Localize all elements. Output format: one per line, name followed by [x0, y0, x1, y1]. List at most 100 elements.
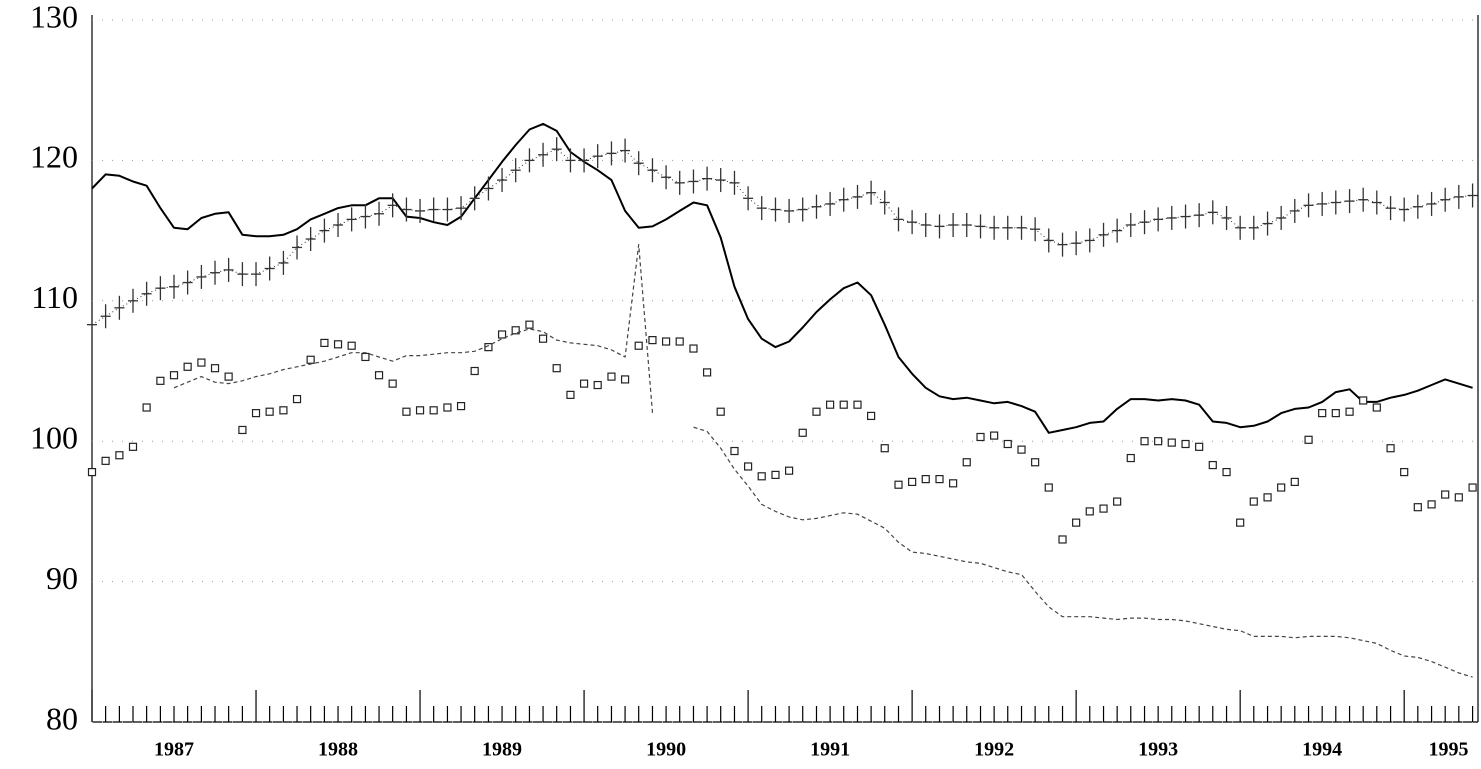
bar-marker: [1071, 231, 1082, 256]
bar-marker: [1358, 187, 1369, 212]
bar-marker: [825, 191, 836, 216]
square-marker: [251, 409, 261, 418]
square-marker: [238, 425, 247, 435]
bar-marker: [196, 264, 207, 289]
bar-marker: [155, 276, 166, 301]
x-tick-label: 1989: [482, 739, 522, 761]
series-line: [173, 244, 1473, 678]
square-marker: [197, 358, 206, 367]
square-marker: [224, 372, 233, 381]
square-marker: [1468, 483, 1477, 492]
square-marker: [826, 400, 835, 409]
square-marker: [648, 336, 657, 345]
bar-marker: [893, 207, 904, 232]
x-tick-label: 1991: [810, 739, 850, 761]
bar-marker: [620, 138, 631, 163]
square-marker: [279, 406, 288, 415]
square-marker: [1031, 458, 1040, 467]
bar-marker: [1166, 205, 1177, 230]
bar-marker: [1207, 200, 1218, 225]
square-marker: [661, 337, 671, 346]
square-marker: [949, 479, 958, 488]
bar-marker: [1330, 190, 1341, 215]
bar-marker: [879, 190, 890, 215]
square-marker: [429, 406, 438, 415]
bar-marker: [538, 142, 549, 167]
bar-marker: [100, 304, 111, 329]
square-marker: [87, 467, 97, 477]
square-marker: [456, 402, 466, 411]
square-marker: [1154, 437, 1163, 446]
bar-marker: [1453, 184, 1464, 209]
square-marker: [1113, 497, 1122, 506]
square-marker: [306, 355, 315, 364]
square-marker: [1222, 467, 1231, 477]
square-marker: [156, 376, 165, 385]
square-marker: [689, 344, 698, 353]
square-marker: [1454, 493, 1463, 502]
bar-marker: [1440, 187, 1451, 212]
square-marker: [1413, 503, 1422, 512]
square-marker: [675, 337, 684, 346]
square-marker: [1400, 467, 1409, 477]
square-marker: [921, 475, 930, 484]
square-marker: [210, 364, 220, 373]
square-marker: [1181, 439, 1190, 449]
bar-marker: [1139, 210, 1150, 235]
square-marker: [388, 379, 397, 388]
square-marker: [142, 403, 151, 412]
bar-marker: [811, 194, 822, 219]
bar-marker: [1317, 191, 1328, 216]
bar-marker: [182, 270, 193, 295]
x-tick-label: 1993: [1138, 739, 1178, 761]
bar-marker: [1016, 215, 1027, 240]
bar-marker: [647, 158, 658, 183]
square-marker: [470, 366, 479, 376]
bar-marker: [223, 257, 234, 282]
square-marker: [347, 341, 356, 350]
bar-marker: [141, 281, 152, 306]
bar-marker: [360, 204, 371, 229]
square-marker: [402, 407, 411, 416]
x-tick-label: 1988: [318, 739, 358, 761]
bar-marker: [169, 274, 180, 299]
square-marker: [1208, 460, 1217, 470]
square-marker: [1017, 445, 1026, 454]
x-tick-label: 1995: [1428, 739, 1468, 761]
square-marker: [935, 475, 944, 484]
square-marker: [1372, 403, 1381, 412]
square-marker: [361, 352, 370, 362]
bar-marker: [920, 212, 931, 237]
bar-marker: [702, 166, 713, 191]
square-marker: [1427, 500, 1436, 509]
y-tick-label: 110: [31, 279, 78, 315]
bar-marker: [866, 180, 877, 205]
square-marker: [497, 330, 507, 339]
square-marker: [128, 442, 138, 451]
square-marker: [990, 431, 999, 440]
bar-marker: [838, 187, 849, 212]
bar-marker: [1303, 193, 1314, 218]
bar-marker: [688, 169, 699, 194]
square-marker: [1277, 483, 1286, 492]
square-marker: [620, 375, 630, 384]
bar-marker: [989, 215, 1000, 240]
square-marker: [702, 368, 712, 377]
square-marker: [538, 334, 548, 343]
square-marker: [1236, 518, 1245, 527]
square-marker: [743, 462, 753, 471]
bar-marker: [1180, 204, 1191, 229]
bar-marker: [1112, 218, 1123, 243]
bar-marker: [1248, 215, 1259, 240]
bar-marker: [1194, 203, 1205, 228]
square-marker: [183, 362, 192, 371]
square-marker: [839, 400, 848, 409]
bar-marker: [1371, 190, 1382, 215]
square-marker: [1099, 504, 1108, 513]
square-marker: [579, 379, 589, 388]
square-marker: [1140, 437, 1149, 446]
square-marker: [415, 406, 425, 415]
bar-marker: [428, 197, 439, 222]
bar-marker: [1002, 215, 1013, 240]
square-marker: [607, 372, 616, 381]
